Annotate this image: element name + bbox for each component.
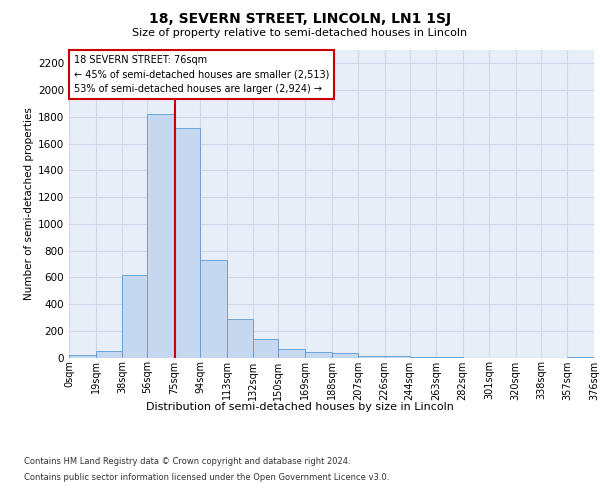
Bar [331,354,358,358]
Bar [278,350,305,358]
Bar [410,357,436,358]
Text: Contains public sector information licensed under the Open Government Licence v3: Contains public sector information licen… [24,472,389,482]
Bar [95,351,122,358]
Bar [436,357,463,358]
Text: Contains HM Land Registry data © Crown copyright and database right 2024.: Contains HM Land Registry data © Crown c… [24,458,350,466]
Text: Size of property relative to semi-detached houses in Lincoln: Size of property relative to semi-detach… [133,28,467,38]
Y-axis label: Number of semi-detached properties: Number of semi-detached properties [24,108,34,300]
Text: 18 SEVERN STREET: 76sqm
← 45% of semi-detached houses are smaller (2,513)
53% of: 18 SEVERN STREET: 76sqm ← 45% of semi-de… [74,54,329,94]
Bar [568,357,594,358]
Bar [69,355,95,358]
Bar [147,114,174,358]
Bar [253,339,278,357]
Bar [122,274,147,357]
Bar [385,356,410,358]
Bar [305,352,331,358]
Bar [174,128,200,358]
Text: Distribution of semi-detached houses by size in Lincoln: Distribution of semi-detached houses by … [146,402,454,412]
Bar [200,260,227,358]
Text: 18, SEVERN STREET, LINCOLN, LN1 1SJ: 18, SEVERN STREET, LINCOLN, LN1 1SJ [149,12,451,26]
Bar [358,356,385,358]
Bar [227,318,253,358]
